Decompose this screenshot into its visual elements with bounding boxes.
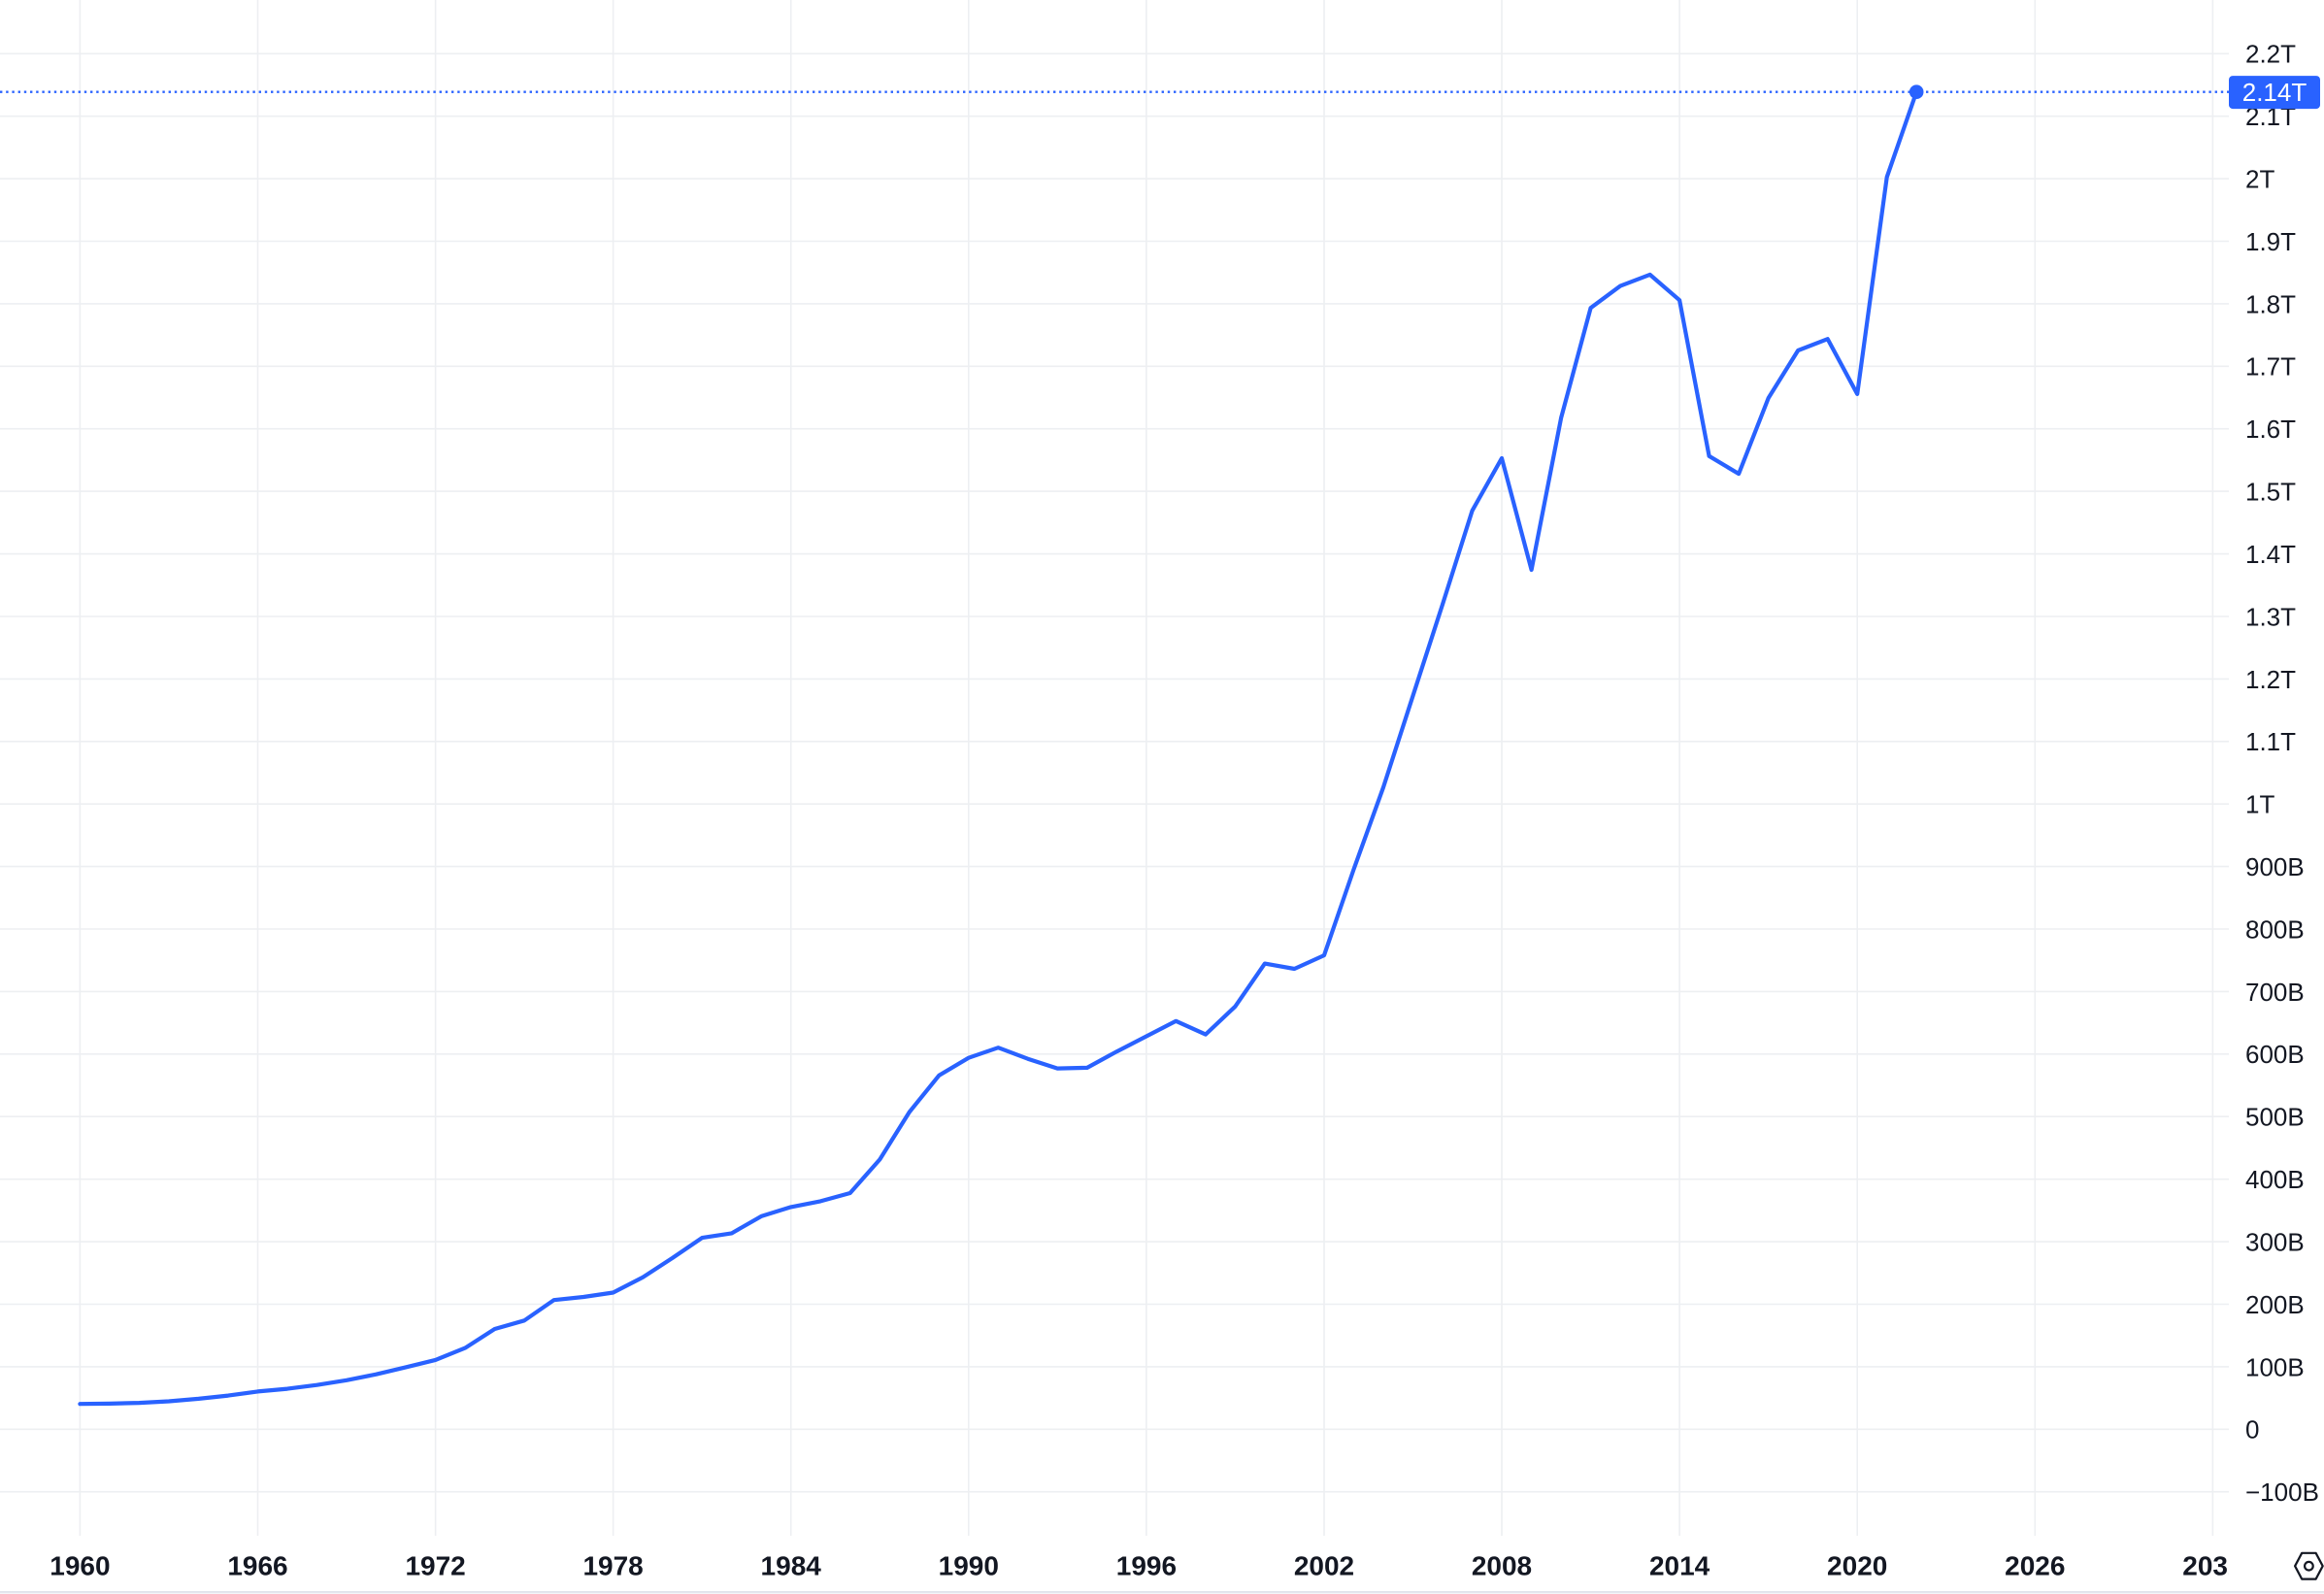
svg-text:1.3T: 1.3T [2245, 602, 2296, 631]
svg-text:1.7T: 1.7T [2245, 352, 2296, 382]
svg-text:1.2T: 1.2T [2245, 665, 2296, 694]
svg-text:2.14T: 2.14T [2242, 78, 2307, 107]
svg-text:1996: 1996 [1116, 1550, 1177, 1580]
svg-text:−100B: −100B [2245, 1478, 2319, 1507]
svg-text:2026: 2026 [2005, 1550, 2065, 1580]
svg-text:100B: 100B [2245, 1352, 2305, 1381]
svg-text:0: 0 [2245, 1415, 2259, 1445]
svg-text:800B: 800B [2245, 914, 2305, 944]
svg-text:1.6T: 1.6T [2245, 415, 2296, 444]
svg-text:1972: 1972 [405, 1550, 465, 1580]
svg-text:2T: 2T [2245, 165, 2274, 194]
svg-text:1960: 1960 [50, 1550, 110, 1580]
svg-text:1.1T: 1.1T [2245, 727, 2296, 756]
svg-text:2020: 2020 [1827, 1550, 1887, 1580]
svg-text:2002: 2002 [1294, 1550, 1354, 1580]
svg-text:1990: 1990 [939, 1550, 999, 1580]
svg-text:1.4T: 1.4T [2245, 540, 2296, 569]
svg-text:300B: 300B [2245, 1228, 2305, 1257]
svg-text:1.8T: 1.8T [2245, 289, 2296, 318]
svg-text:1966: 1966 [227, 1550, 287, 1580]
svg-text:1.5T: 1.5T [2245, 478, 2296, 507]
svg-text:2032: 2032 [2182, 1550, 2242, 1580]
svg-text:1.9T: 1.9T [2245, 227, 2296, 256]
svg-text:200B: 200B [2245, 1290, 2305, 1319]
svg-text:2014: 2014 [1649, 1550, 1710, 1580]
svg-text:900B: 900B [2245, 852, 2305, 881]
svg-text:700B: 700B [2245, 978, 2305, 1007]
svg-text:1T: 1T [2245, 790, 2274, 819]
svg-text:500B: 500B [2245, 1103, 2305, 1132]
svg-text:1978: 1978 [582, 1550, 643, 1580]
svg-text:2008: 2008 [1472, 1550, 1532, 1580]
svg-text:1984: 1984 [761, 1550, 822, 1580]
svg-text:600B: 600B [2245, 1040, 2305, 1069]
svg-text:2.2T: 2.2T [2245, 40, 2296, 69]
svg-text:400B: 400B [2245, 1165, 2305, 1194]
